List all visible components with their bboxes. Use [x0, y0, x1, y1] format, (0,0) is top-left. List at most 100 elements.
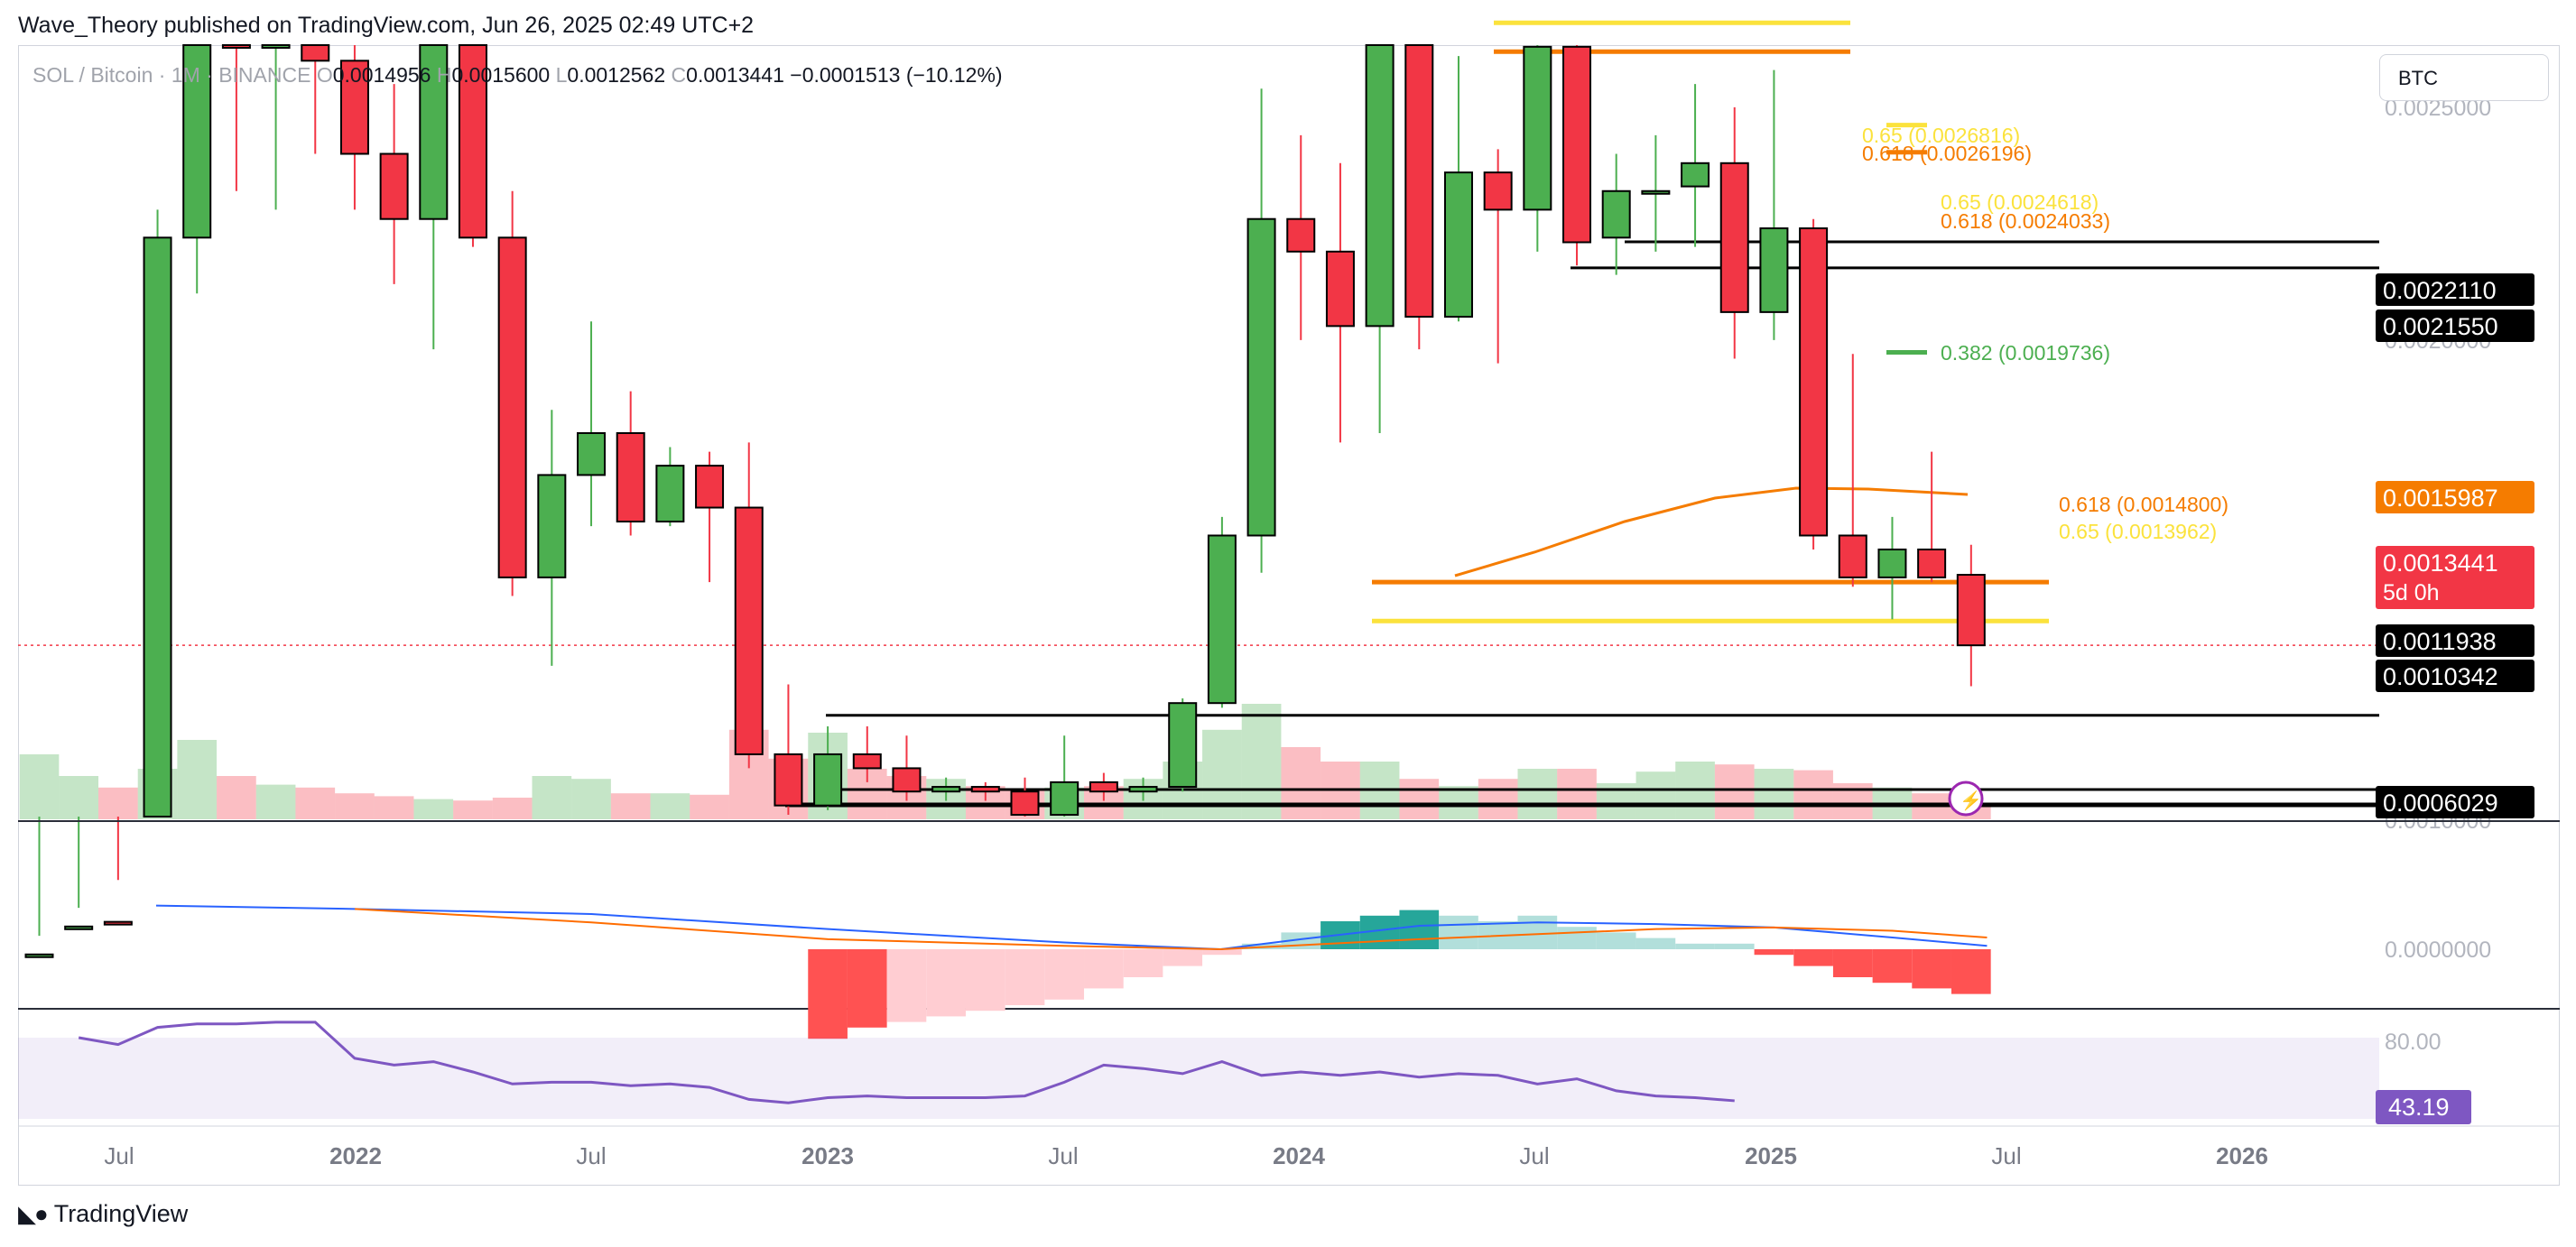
- candle-body: [537, 474, 567, 578]
- candle-body: [1443, 171, 1473, 319]
- macd-histogram-bar: [1793, 949, 1833, 966]
- fib-label: 0.65 (0.0024618): [1941, 190, 2099, 214]
- candle-body: [143, 236, 172, 817]
- volume-bar: [335, 793, 375, 819]
- time-axis-label: Jul: [1991, 1142, 2021, 1169]
- macd-histogram-bar: [1399, 910, 1440, 949]
- candle-body: [1681, 162, 1710, 188]
- candle-body: [1799, 227, 1829, 537]
- fib-label: 0.65 (0.0013962): [2059, 520, 2217, 543]
- volume-bar: [413, 799, 454, 819]
- price-label-countdown: 5d 0h: [2383, 580, 2440, 605]
- price-label-text: 0.0021550: [2383, 313, 2498, 340]
- macd-histogram-bar: [886, 949, 927, 1022]
- rsi-tick-label: 80.00: [2385, 1030, 2442, 1055]
- price-label-text: 0.0022110: [2383, 277, 2497, 304]
- high-value: 0.0015600: [451, 63, 551, 87]
- volume-bar: [295, 787, 336, 819]
- symbol-label: SOL / Bitcoin · 1M · BINANCE: [32, 63, 311, 87]
- candle-body: [458, 44, 487, 239]
- volume-bar: [1399, 779, 1440, 819]
- compare-symbol-input[interactable]: BTC: [2379, 54, 2549, 101]
- macd-signal-line: [355, 908, 1988, 951]
- candle-body: [1719, 162, 1749, 313]
- candle-body: [577, 432, 607, 476]
- macd-histogram-bar: [1832, 949, 1873, 977]
- volume-bar: [1793, 770, 1833, 819]
- candle-body: [497, 236, 527, 578]
- time-axis-label: Jul: [104, 1142, 134, 1169]
- macd-histogram-bar: [1557, 927, 1597, 949]
- tradingview-logo-text: TradingView: [53, 1200, 189, 1227]
- candle-body: [182, 44, 212, 239]
- volume-bar: [690, 794, 729, 819]
- rsi-value-label: 43.19: [2388, 1094, 2450, 1121]
- macd-histogram-bar: [1202, 949, 1242, 956]
- price-label-bg: [2376, 309, 2534, 342]
- price-label-bg: [2376, 660, 2534, 692]
- volume-bar: [492, 798, 533, 819]
- time-axis-label: 2025: [1745, 1142, 1797, 1169]
- candle-body: [419, 44, 449, 220]
- volume-bar: [98, 787, 138, 819]
- macd-histogram-bar: [1714, 943, 1755, 949]
- candle-body: [1168, 702, 1198, 789]
- volume-bar: [453, 800, 493, 819]
- price-label-bg: [2376, 481, 2534, 513]
- macd-histogram-bar: [1163, 949, 1203, 966]
- macd-histogram-bar: [965, 949, 1005, 1011]
- candle-body: [1562, 45, 1592, 244]
- publisher-line: Wave_Theory published on TradingView.com…: [18, 13, 755, 38]
- candle-body: [24, 953, 54, 958]
- candle-body: [1128, 786, 1158, 793]
- time-axis-label: Jul: [1048, 1142, 1078, 1169]
- candle-body: [1404, 44, 1434, 319]
- candle-body: [774, 753, 803, 807]
- fib-label: 0.618 (0.0026196): [1862, 142, 2032, 165]
- volume-bar: [1517, 769, 1558, 819]
- close-value: 0.0013441: [686, 63, 784, 87]
- price-label-text: 0.0010342: [2383, 663, 2498, 690]
- high-prefix: H: [436, 63, 452, 87]
- candle-body: [221, 44, 251, 49]
- macd-histogram-bar: [1635, 938, 1676, 949]
- candle-body: [1089, 781, 1118, 793]
- candle-body: [892, 767, 922, 793]
- open-prefix: O: [316, 63, 333, 87]
- candle-body: [1877, 548, 1907, 578]
- macd-zero-tick: 0.0000000: [2385, 938, 2491, 963]
- macd-histogram-bar: [1439, 915, 1478, 949]
- candle-body: [1523, 45, 1552, 211]
- volume-bar: [532, 776, 572, 819]
- tradingview-mark-icon: ◣●: [18, 1200, 49, 1227]
- tradingview-logo[interactable]: ◣● TradingView: [18, 1200, 188, 1228]
- volume-bar: [1635, 771, 1676, 819]
- candle-body: [64, 925, 94, 930]
- macd-histogram-bar: [1517, 915, 1558, 949]
- candle-body: [379, 152, 409, 220]
- candle-body: [1483, 171, 1513, 211]
- fib-label: 0.618 (0.0024033): [1941, 209, 2110, 233]
- candle-body: [1917, 548, 1947, 578]
- candle-body: [1246, 217, 1276, 537]
- candle-body: [734, 506, 764, 755]
- rsi-value-bg: [2376, 1090, 2471, 1124]
- fib-label: 0.382 (0.0019736): [1941, 341, 2110, 365]
- candle-body: [655, 465, 685, 523]
- fib-label: 0.65 (0.0026816): [1862, 124, 2020, 147]
- volume-bar: [1281, 747, 1321, 819]
- volume-bar: [1754, 769, 1794, 819]
- candle-body: [261, 44, 291, 49]
- price-label-text: 0.0013441: [2383, 550, 2498, 577]
- low-prefix: L: [555, 63, 568, 87]
- volume-bar: [1241, 704, 1282, 819]
- macd-histogram-bar: [1754, 949, 1794, 956]
- macd-histogram-bar: [1912, 949, 1951, 989]
- volume-bar: [1478, 779, 1518, 819]
- candle-body: [813, 753, 843, 807]
- price-label-bg: [2376, 624, 2534, 657]
- macd-histogram-bar: [1005, 949, 1045, 1005]
- volume-bar: [177, 740, 218, 819]
- candle-body: [301, 44, 330, 62]
